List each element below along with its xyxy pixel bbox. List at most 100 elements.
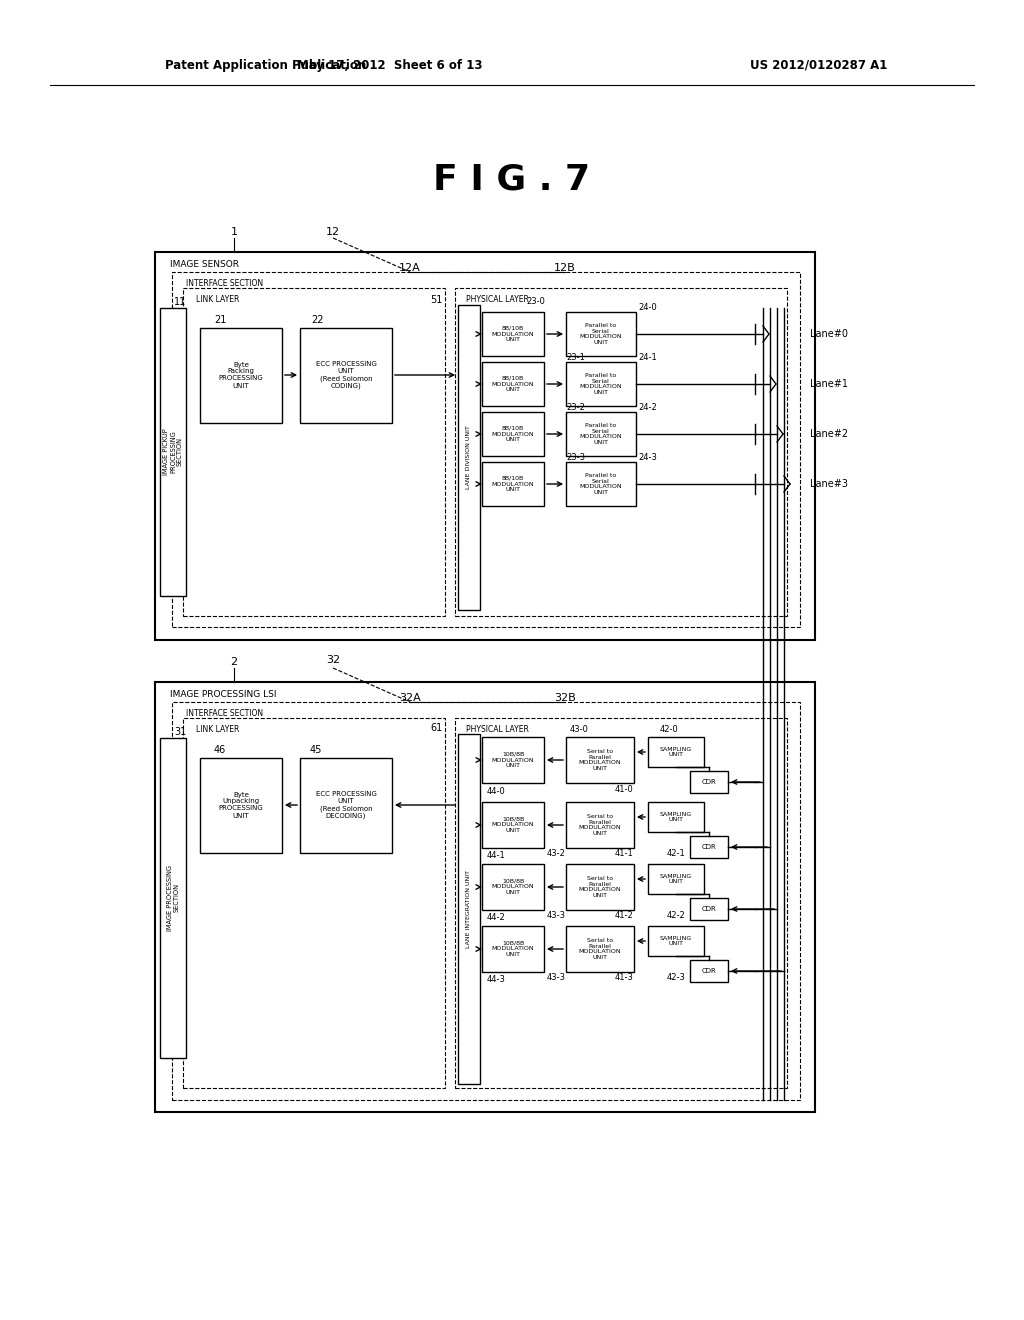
Bar <box>648 927 705 956</box>
Bar <box>648 803 705 832</box>
Text: ECC PROCESSING
UNIT
(Reed Solomon
CODING): ECC PROCESSING UNIT (Reed Solomon CODING… <box>315 360 377 389</box>
Text: 8B/10B
MODULATION
UNIT: 8B/10B MODULATION UNIT <box>492 425 535 442</box>
Text: 21: 21 <box>214 315 226 325</box>
Text: Lane#2: Lane#2 <box>810 429 848 440</box>
Text: 12B: 12B <box>554 263 575 273</box>
Bar <box>482 362 544 407</box>
Text: 12: 12 <box>326 227 340 238</box>
Bar <box>458 305 480 610</box>
Text: 42-1: 42-1 <box>667 850 685 858</box>
Text: CDR: CDR <box>701 779 717 785</box>
Text: SAMPLING
UNIT: SAMPLING UNIT <box>659 874 692 884</box>
Text: 41-2: 41-2 <box>614 912 634 920</box>
Bar <box>155 682 815 1111</box>
Bar <box>482 737 544 783</box>
Bar <box>482 865 544 909</box>
Text: ECC PROCESSING
UNIT
(Reed Solomon
DECODING): ECC PROCESSING UNIT (Reed Solomon DECODI… <box>315 791 377 818</box>
Bar <box>455 288 787 616</box>
Bar <box>300 758 392 853</box>
Bar <box>458 734 480 1084</box>
Text: 24-3: 24-3 <box>638 453 656 462</box>
Text: 8B/10B
MODULATION
UNIT: 8B/10B MODULATION UNIT <box>492 326 535 342</box>
Bar <box>566 927 634 972</box>
Text: 24-2: 24-2 <box>638 403 656 412</box>
Text: Byte
Packing
PROCESSING
UNIT: Byte Packing PROCESSING UNIT <box>219 362 263 388</box>
Text: LINK LAYER: LINK LAYER <box>196 725 240 734</box>
Text: 32A: 32A <box>399 693 421 704</box>
Text: 41-1: 41-1 <box>614 850 634 858</box>
Text: 43-2: 43-2 <box>547 850 565 858</box>
Bar <box>648 737 705 767</box>
Bar <box>566 462 636 506</box>
Text: 32B: 32B <box>554 693 575 704</box>
Text: Serial to
Parallel
MODULATION
UNIT: Serial to Parallel MODULATION UNIT <box>579 875 622 898</box>
Text: Serial to
Parallel
MODULATION
UNIT: Serial to Parallel MODULATION UNIT <box>579 814 622 836</box>
Text: 23-2: 23-2 <box>566 403 585 412</box>
Bar <box>482 412 544 455</box>
Text: F I G . 7: F I G . 7 <box>433 162 591 197</box>
Text: CDR: CDR <box>701 843 717 850</box>
Text: 23-3: 23-3 <box>566 453 585 462</box>
Bar <box>183 718 445 1088</box>
Text: 44-2: 44-2 <box>487 913 506 923</box>
Bar <box>455 718 787 1088</box>
Text: 51: 51 <box>431 294 443 305</box>
Text: 46: 46 <box>214 744 226 755</box>
Text: SAMPLING
UNIT: SAMPLING UNIT <box>659 936 692 946</box>
Bar <box>690 771 728 793</box>
Text: 42-0: 42-0 <box>660 726 679 734</box>
Text: 24-1: 24-1 <box>638 352 656 362</box>
Text: Lane#1: Lane#1 <box>810 379 848 389</box>
Text: Serial to
Parallel
MODULATION
UNIT: Serial to Parallel MODULATION UNIT <box>579 748 622 771</box>
Text: IMAGE PROCESSING LSI: IMAGE PROCESSING LSI <box>170 690 276 700</box>
Text: IMAGE PICKUP
PROCESSING
SECTION: IMAGE PICKUP PROCESSING SECTION <box>163 429 183 475</box>
Text: 2: 2 <box>230 657 238 667</box>
Text: 45: 45 <box>310 744 323 755</box>
Text: INTERFACE SECTION: INTERFACE SECTION <box>186 279 263 288</box>
Text: 10B/8B
MODULATION
UNIT: 10B/8B MODULATION UNIT <box>492 751 535 768</box>
Text: 43-0: 43-0 <box>570 726 589 734</box>
Text: Parallel to
Serial
MODULATION
UNIT: Parallel to Serial MODULATION UNIT <box>580 323 623 346</box>
Bar <box>482 803 544 847</box>
Text: Byte
Unpacking
PROCESSING
UNIT: Byte Unpacking PROCESSING UNIT <box>219 792 263 818</box>
Bar <box>690 898 728 920</box>
Bar <box>183 288 445 616</box>
Text: LINK LAYER: LINK LAYER <box>196 294 240 304</box>
Text: Parallel to
Serial
MODULATION
UNIT: Parallel to Serial MODULATION UNIT <box>580 473 623 495</box>
Text: 11: 11 <box>174 297 186 308</box>
Text: 10B/8B
MODULATION
UNIT: 10B/8B MODULATION UNIT <box>492 941 535 957</box>
Text: 10B/8B
MODULATION
UNIT: 10B/8B MODULATION UNIT <box>492 817 535 833</box>
Text: IMAGE PROCESSING
SECTION: IMAGE PROCESSING SECTION <box>167 865 179 931</box>
Text: INTERFACE SECTION: INTERFACE SECTION <box>186 709 263 718</box>
Bar <box>200 758 282 853</box>
Bar <box>482 462 544 506</box>
Text: 44-3: 44-3 <box>487 975 506 985</box>
Text: Lane#3: Lane#3 <box>810 479 848 488</box>
Bar <box>482 927 544 972</box>
Bar <box>566 737 634 783</box>
Text: IMAGE SENSOR: IMAGE SENSOR <box>170 260 239 269</box>
Bar <box>482 312 544 356</box>
Bar <box>690 960 728 982</box>
Bar <box>566 362 636 407</box>
Text: 24-0: 24-0 <box>638 304 656 312</box>
Bar <box>160 308 186 597</box>
Text: 8B/10B
MODULATION
UNIT: 8B/10B MODULATION UNIT <box>492 475 535 492</box>
Text: 41-3: 41-3 <box>614 974 634 982</box>
Text: May 17, 2012  Sheet 6 of 13: May 17, 2012 Sheet 6 of 13 <box>297 58 482 71</box>
Text: 61: 61 <box>431 723 443 733</box>
Text: 23-0: 23-0 <box>526 297 545 306</box>
Text: Parallel to
Serial
MODULATION
UNIT: Parallel to Serial MODULATION UNIT <box>580 372 623 395</box>
Bar <box>566 412 636 455</box>
Bar <box>155 252 815 640</box>
Text: Parallel to
Serial
MODULATION
UNIT: Parallel to Serial MODULATION UNIT <box>580 422 623 445</box>
Text: 8B/10B
MODULATION
UNIT: 8B/10B MODULATION UNIT <box>492 376 535 392</box>
Text: Serial to
Parallel
MODULATION
UNIT: Serial to Parallel MODULATION UNIT <box>579 937 622 960</box>
Text: PHYSICAL LAYER: PHYSICAL LAYER <box>466 725 528 734</box>
Bar <box>300 327 392 422</box>
Text: 31: 31 <box>174 727 186 737</box>
Text: US 2012/0120287 A1: US 2012/0120287 A1 <box>750 58 888 71</box>
Text: 1: 1 <box>230 227 238 238</box>
Bar <box>172 702 800 1100</box>
Text: 42-2: 42-2 <box>667 912 685 920</box>
